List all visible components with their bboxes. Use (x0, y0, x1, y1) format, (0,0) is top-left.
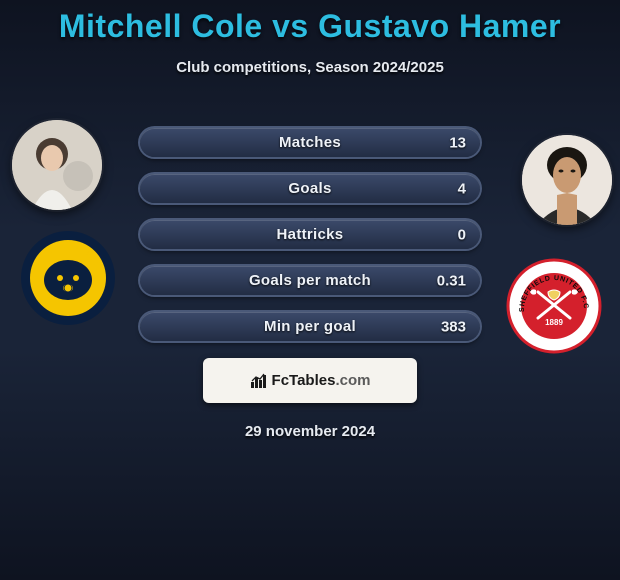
stat-value-right: 13 (449, 134, 466, 151)
stat-label: Goals per match (249, 272, 371, 289)
stat-row: Goals per match 0.31 (140, 266, 480, 295)
page-subtitle: Club competitions, Season 2024/2025 (0, 59, 620, 76)
stat-label: Min per goal (264, 318, 356, 335)
chart-icon (250, 372, 268, 390)
stats-list: Matches 13 Goals 4 Hattricks 0 Goals per… (140, 128, 480, 341)
stat-label: Matches (279, 134, 341, 151)
player-left-avatar (12, 120, 102, 210)
team-left-badge: OXFORD UNITED (20, 230, 116, 326)
comparison-date: 29 november 2024 (0, 423, 620, 440)
stat-value-right: 383 (441, 318, 466, 335)
page-title: Mitchell Cole vs Gustavo Hamer (0, 8, 620, 45)
brand-badge: FcTables.com (203, 358, 417, 403)
stat-row: Hattricks 0 (140, 220, 480, 249)
stat-value-right: 4 (458, 180, 466, 197)
stat-row: Min per goal 383 (140, 312, 480, 341)
player-right-avatar (522, 135, 612, 225)
brand-name: FcTables (272, 372, 336, 389)
brand-domain: .com (335, 372, 370, 389)
team-right-badge: SHEFFIELD UNITED F.C. 1889 (506, 258, 602, 354)
stat-row: Matches 13 (140, 128, 480, 157)
stat-row: Goals 4 (140, 174, 480, 203)
stat-label: Hattricks (277, 226, 344, 243)
stat-value-right: 0.31 (437, 272, 466, 289)
stat-label: Goals (288, 180, 331, 197)
comparison-panel: OXFORD UNITED SHEFFIELD UNITED F.C. (0, 106, 620, 336)
brand-text: FcTables.com (272, 372, 371, 389)
svg-text:1889: 1889 (545, 318, 563, 327)
stat-value-right: 0 (458, 226, 466, 243)
